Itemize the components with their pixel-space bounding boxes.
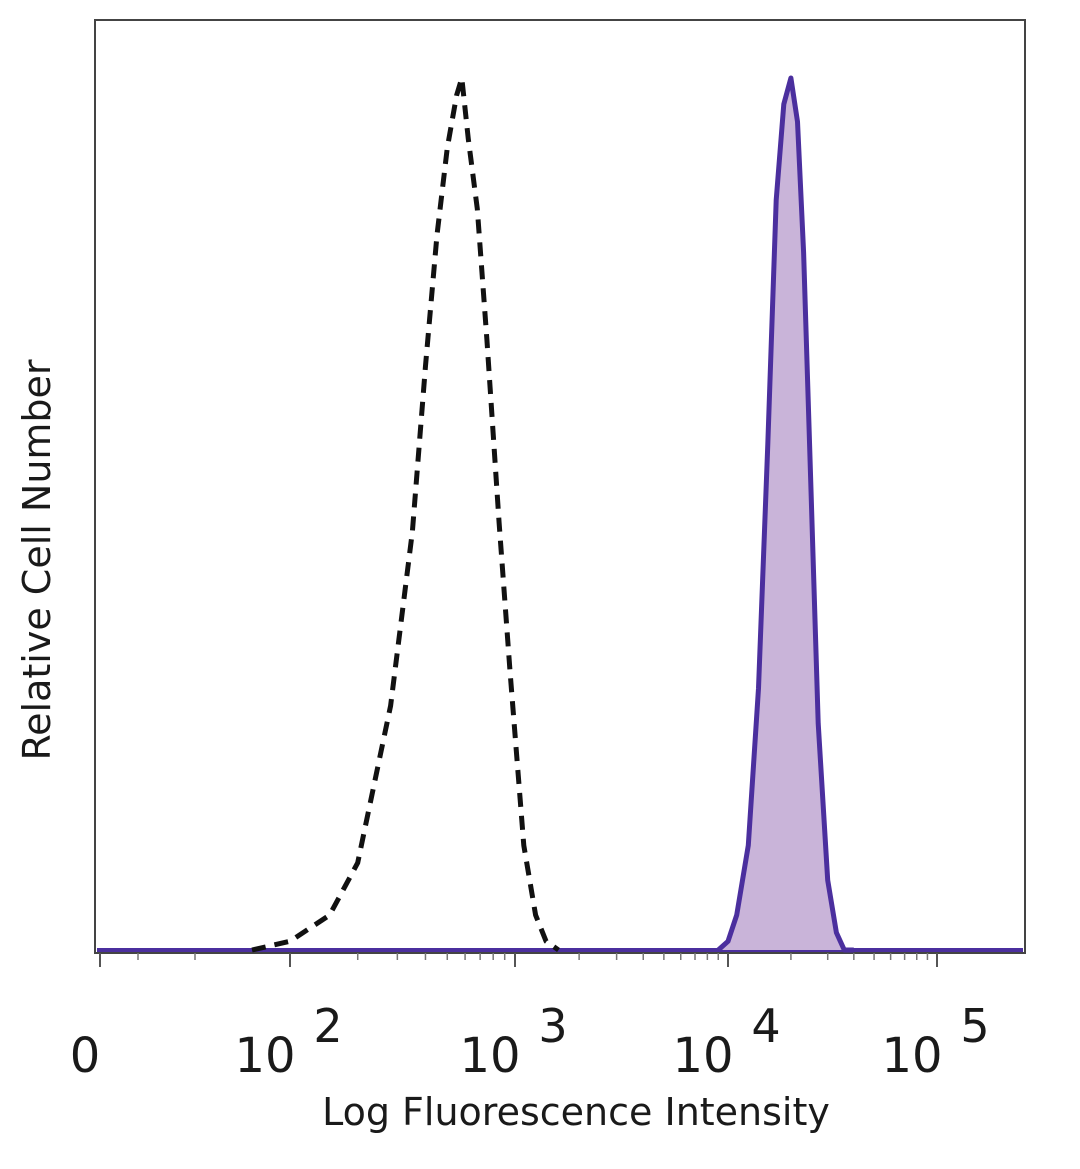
series-2-fill [718, 78, 854, 950]
series-2-line [716, 75, 854, 953]
x-tick-exponent-1: 2 [313, 999, 342, 1053]
x-tick-label-4: 10 [881, 1028, 942, 1084]
x-tick-label-2: 10 [459, 1028, 520, 1084]
x-axis-tick-labels: 0 10 2 10 3 10 4 10 5 [70, 999, 990, 1084]
x-axis-title: Log Fluorescence Intensity [322, 1090, 830, 1134]
x-axis-ticks [99, 953, 938, 967]
x-tick-label-3: 10 [672, 1028, 733, 1084]
x-tick-label-1: 10 [234, 1028, 295, 1084]
x-tick-label-0: 0 [70, 1028, 101, 1084]
plot-area [94, 19, 1026, 954]
y-axis-title: Relative Cell Number [15, 359, 59, 760]
x-tick-exponent-4: 5 [960, 999, 989, 1053]
plot-frame [94, 19, 1026, 954]
series-1-line [251, 75, 560, 953]
x-tick-exponent-3: 4 [751, 999, 780, 1053]
x-tick-exponent-2: 3 [538, 999, 567, 1053]
